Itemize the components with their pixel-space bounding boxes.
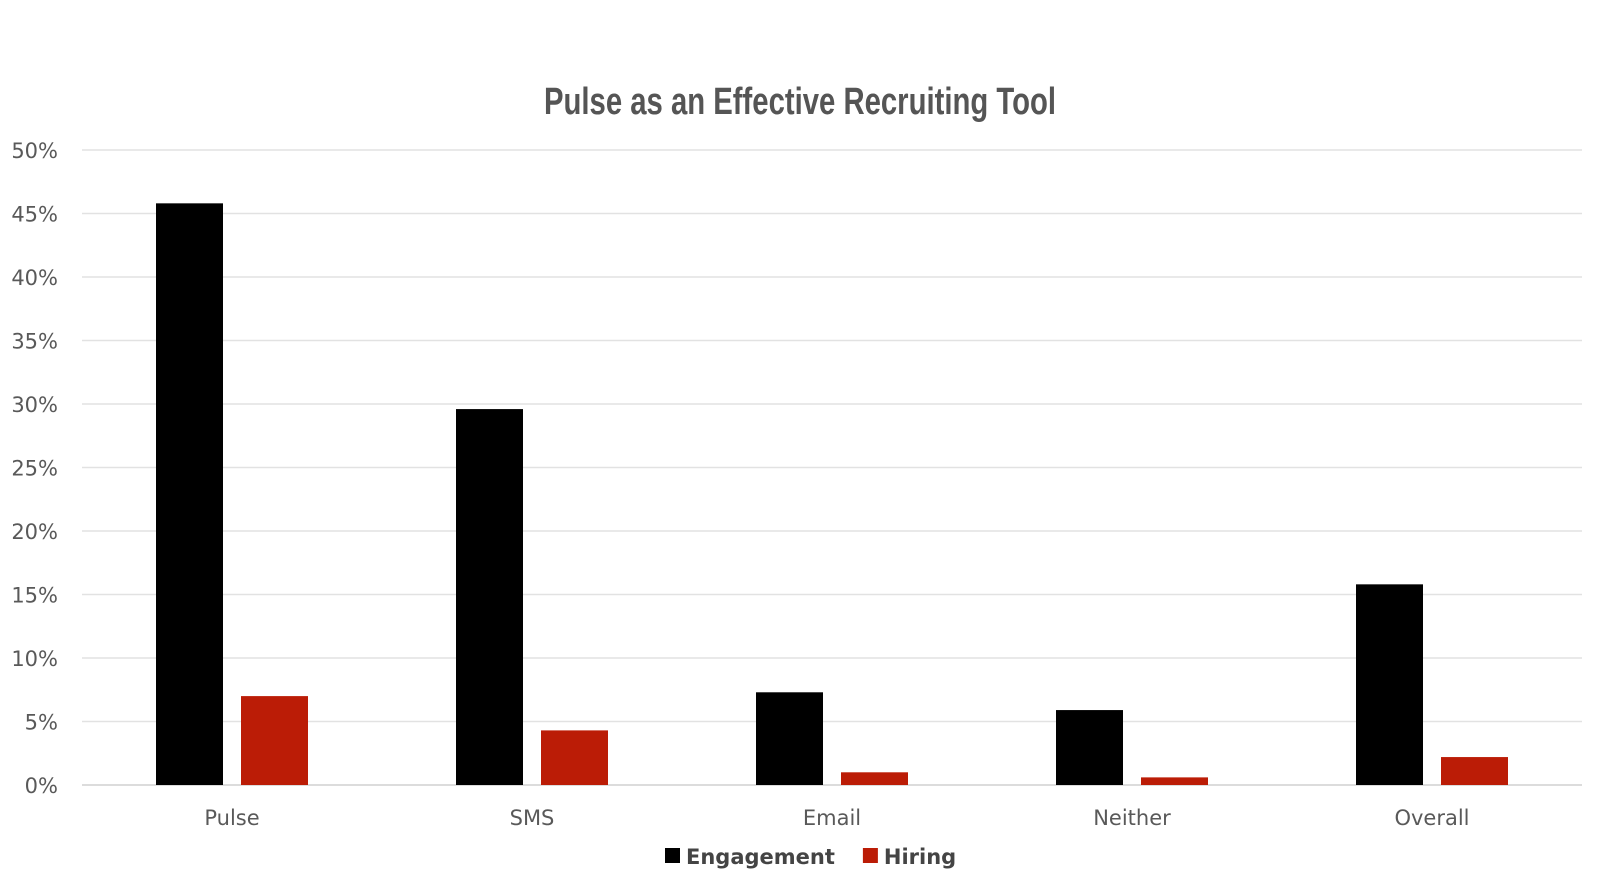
bar-hiring-email xyxy=(841,772,908,785)
y-tick-label: 30% xyxy=(11,393,58,417)
gridlines xyxy=(82,149,1582,786)
y-tick-label: 25% xyxy=(11,457,58,481)
y-tick-label: 20% xyxy=(11,520,58,544)
x-category-label: Pulse xyxy=(204,806,259,830)
legend-label-hiring: Hiring xyxy=(884,845,956,869)
legend-label-engagement: Engagement xyxy=(686,845,835,869)
y-tick-label: 50% xyxy=(11,139,58,163)
legend-swatch-engagement xyxy=(665,848,680,863)
y-tick-label: 15% xyxy=(11,584,58,608)
bar-engagement-pulse xyxy=(156,203,223,786)
legend: Engagement Hiring xyxy=(665,845,956,869)
y-tick-label: 35% xyxy=(11,330,58,354)
y-axis-ticks: 0% 5% 10% 15% 20% 25% 30% 35% 40% 45% 50% xyxy=(11,139,58,798)
bar-hiring-neither xyxy=(1141,777,1208,785)
x-category-label: SMS xyxy=(510,806,555,830)
x-category-label: Email xyxy=(803,806,861,830)
bar-engagement-overall xyxy=(1356,584,1423,785)
bar-engagement-neither xyxy=(1056,710,1123,785)
legend-swatch-hiring xyxy=(862,848,878,863)
chart-title: Pulse as an Effective Recruiting Tool xyxy=(544,81,1056,123)
bars xyxy=(156,203,1508,786)
x-category-label: Neither xyxy=(1093,806,1171,830)
x-category-label: Overall xyxy=(1394,806,1469,830)
y-tick-label: 10% xyxy=(11,647,58,671)
bar-engagement-sms xyxy=(456,409,523,785)
y-tick-label: 5% xyxy=(25,711,58,735)
x-axis-categories: Pulse SMS Email Neither Overall xyxy=(204,806,1469,830)
y-tick-label: 0% xyxy=(25,774,58,798)
y-tick-label: 45% xyxy=(11,203,58,227)
bar-engagement-email xyxy=(756,692,823,785)
y-tick-label: 40% xyxy=(11,266,58,290)
bar-hiring-overall xyxy=(1441,757,1508,785)
bar-hiring-pulse xyxy=(241,696,308,785)
bar-hiring-sms xyxy=(541,730,608,785)
